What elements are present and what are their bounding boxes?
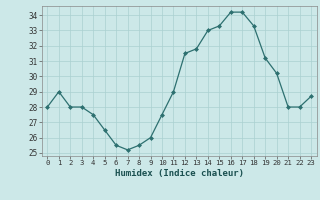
X-axis label: Humidex (Indice chaleur): Humidex (Indice chaleur) bbox=[115, 169, 244, 178]
